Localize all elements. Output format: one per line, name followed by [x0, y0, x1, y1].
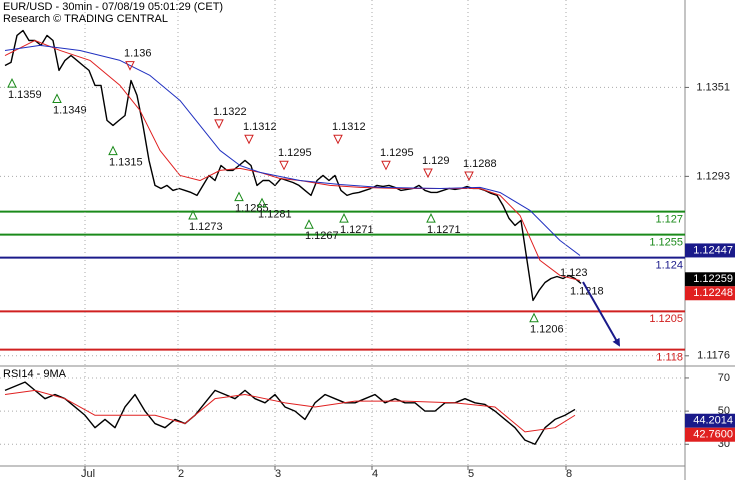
y-tick-label: 1.1293	[696, 170, 730, 182]
level-label: 1.1205	[649, 313, 683, 325]
price-tag-label: 44.2014	[693, 415, 733, 427]
price-tag-label: 42.7600	[693, 429, 733, 441]
price-tag-label: 1.12259	[693, 273, 733, 285]
low-label: 1.1267	[305, 230, 339, 242]
level-note: 1.1218	[570, 285, 604, 297]
x-tick-label: 2	[178, 468, 184, 480]
low-marker	[529, 312, 539, 323]
high-marker	[214, 119, 224, 130]
low-label: 1.1349	[53, 104, 87, 116]
level-label: 1.127	[655, 214, 683, 226]
forecast-arrow	[582, 281, 620, 347]
low-label: 1.1206	[530, 324, 564, 336]
high-label: 1.1312	[332, 121, 366, 133]
high-marker	[279, 160, 289, 171]
low-marker	[7, 78, 17, 88]
price-tag	[685, 272, 735, 287]
low-marker	[52, 93, 62, 103]
y-tick-label: 70	[718, 372, 730, 384]
low-label: 1.1273	[189, 221, 223, 233]
low-label: 1.1271	[340, 224, 374, 236]
y-tick-label: 1.1351	[696, 81, 730, 93]
low-label: 1.1315	[109, 157, 143, 169]
high-marker	[125, 61, 135, 71]
series-line	[4, 389, 576, 433]
price-tag	[685, 413, 735, 428]
low-marker	[426, 212, 436, 223]
price-tag	[685, 243, 735, 258]
x-tick-label: 4	[372, 468, 378, 480]
low-marker	[339, 212, 349, 223]
chart-title: EUR/USD - 30min - 07/08/19 05:01:29 (CET…	[3, 1, 223, 13]
series-line	[4, 381, 576, 445]
low-label: 1.1359	[8, 89, 42, 101]
low-marker	[188, 209, 198, 220]
high-label: 1.1295	[380, 147, 414, 159]
level-label: 1.118	[656, 352, 683, 364]
x-tick-label: 8	[566, 468, 572, 480]
level-note: 1.123	[560, 267, 588, 279]
high-label: 1.1295	[278, 147, 312, 159]
level-label: 1.1255	[649, 237, 683, 249]
high-marker	[333, 134, 343, 145]
price-tag-label: 1.12248	[693, 287, 733, 299]
low-label: 1.1285	[235, 203, 269, 215]
price-tag	[685, 286, 735, 301]
high-label: 1.1322	[213, 106, 247, 118]
high-label: 1.1312	[243, 121, 277, 133]
y-tick-label: 1.1176	[697, 350, 730, 362]
price-tag	[685, 427, 735, 442]
low-marker	[234, 191, 244, 202]
series-line	[4, 39, 581, 281]
level-label: 1.124	[655, 260, 683, 272]
high-label: 1.136	[124, 48, 152, 60]
price-tag-label: 1.12447	[693, 244, 733, 256]
rsi-title: RSI14 - 9MA	[3, 368, 67, 380]
x-tick-label: 5	[468, 468, 474, 480]
high-marker	[464, 171, 474, 182]
low-marker	[108, 145, 118, 156]
high-marker	[244, 134, 254, 145]
low-marker	[257, 197, 267, 208]
high-marker	[381, 160, 391, 171]
x-tick-label: Jul	[81, 468, 95, 480]
high-marker	[423, 168, 433, 179]
high-label: 1.129	[422, 155, 450, 167]
chart-subtitle: Research © TRADING CENTRAL	[3, 13, 168, 25]
series-line	[4, 44, 581, 256]
low-marker	[304, 219, 314, 229]
low-label: 1.1271	[427, 224, 461, 236]
low-label: 1.1281	[258, 209, 292, 221]
high-label: 1.1288	[463, 158, 497, 170]
x-tick-label: 3	[275, 468, 281, 480]
